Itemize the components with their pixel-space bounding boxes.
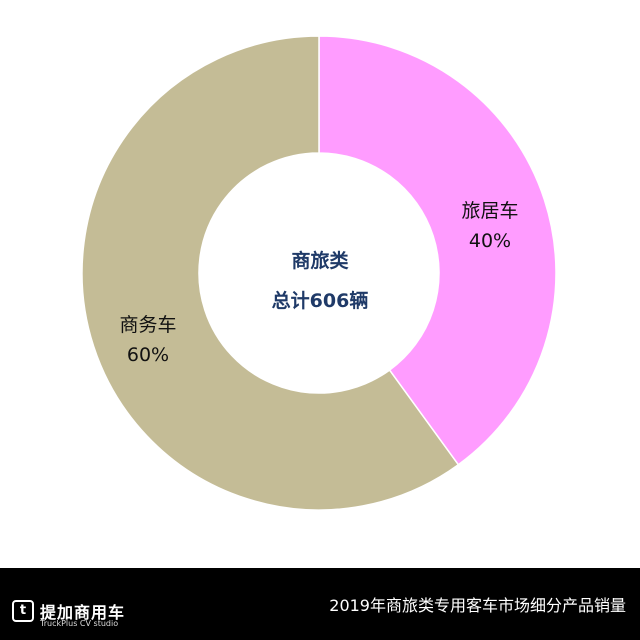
brand-subtitle: TruckPlus CV studio <box>40 619 119 628</box>
chart-caption: 2019年商旅类专用客车市场细分产品销量 <box>329 596 626 615</box>
brand-mark-icon: t <box>12 600 34 622</box>
footer-bar <box>0 568 640 640</box>
segment-label-rv: 旅居车 40% <box>430 196 550 256</box>
donut-svg <box>81 35 557 511</box>
donut-segment-business <box>81 35 460 511</box>
donut-chart: 商旅类 总计606辆 旅居车 40% 商务车 60% <box>81 35 557 511</box>
brand-name: 提加商用车 <box>40 603 126 622</box>
center-total: 总计606辆 <box>271 290 369 312</box>
segment-name-rv: 旅居车 <box>461 200 519 222</box>
segment-value-rv: 40% <box>468 230 512 252</box>
segment-value-business: 60% <box>126 344 170 366</box>
center-title: 商旅类 <box>291 250 349 272</box>
segment-label-business: 商务车 60% <box>88 310 208 370</box>
segment-name-business: 商务车 <box>119 314 177 336</box>
donut-segment-rv <box>318 35 557 466</box>
